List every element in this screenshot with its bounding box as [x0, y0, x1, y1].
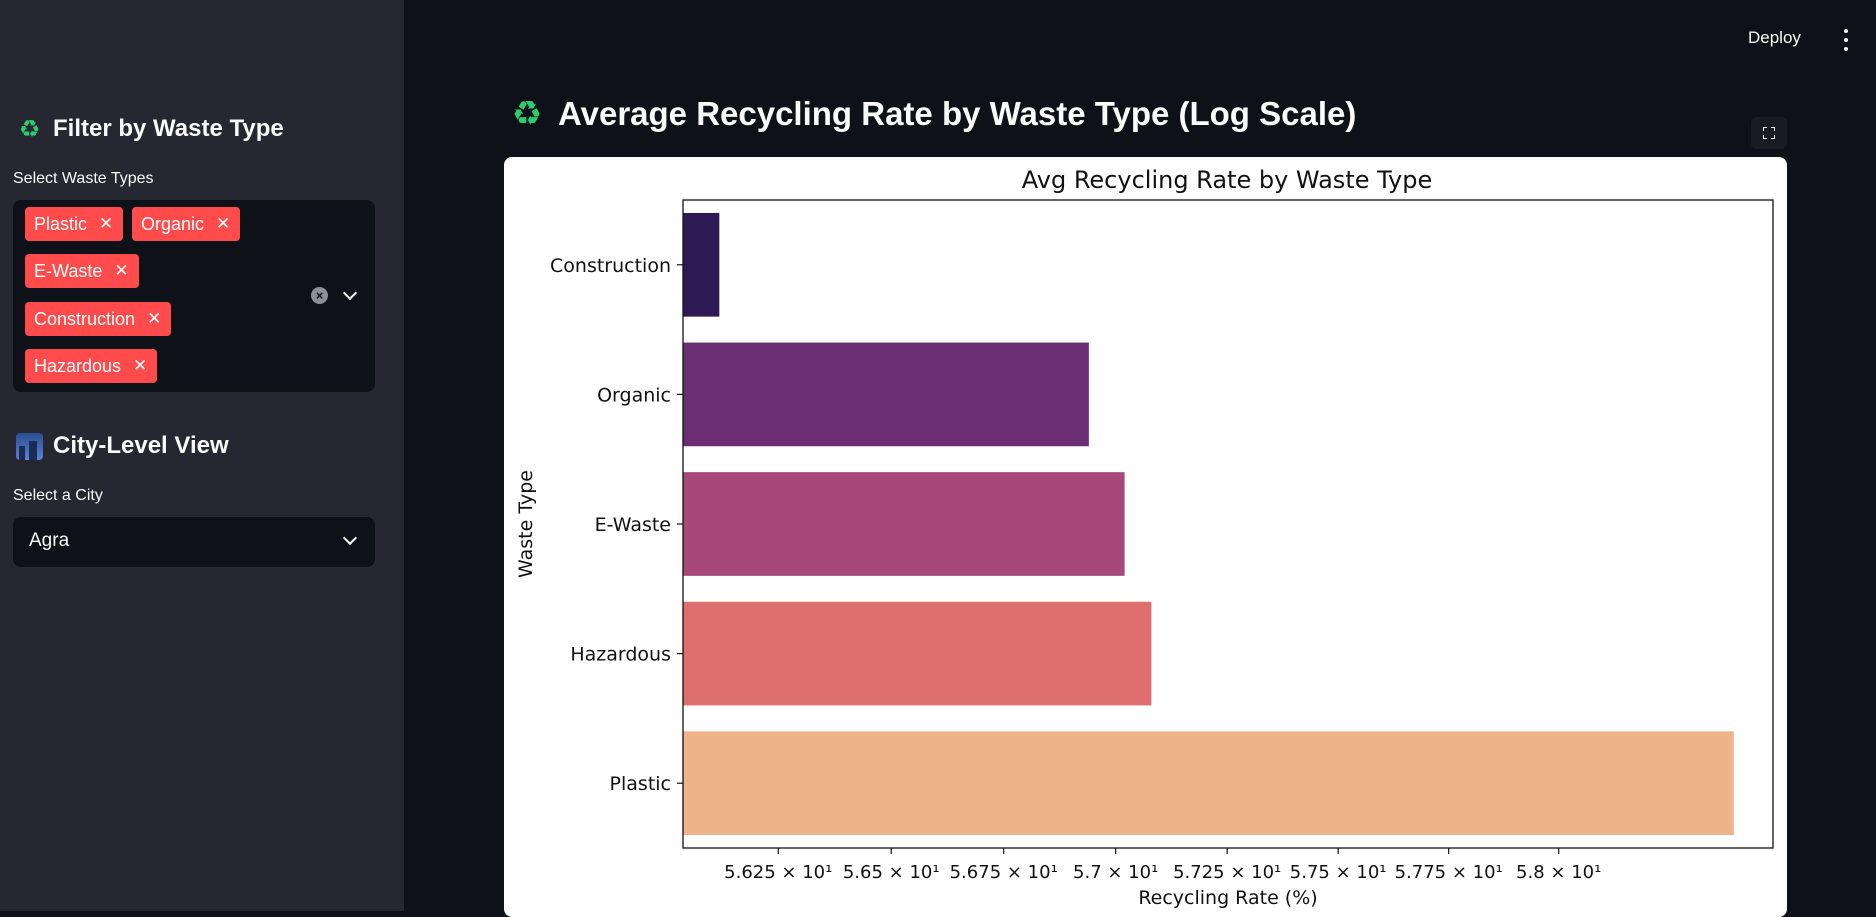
x-tick-label: 5.8 × 10¹	[1516, 862, 1601, 883]
kebab-menu-icon[interactable]	[1838, 29, 1854, 51]
chip-e-waste: E-Waste ✕	[25, 254, 139, 288]
recycle-icon: ♻	[511, 94, 543, 134]
chip-label: Organic	[141, 213, 205, 234]
chip-hazardous: Hazardous ✕	[25, 349, 158, 383]
sidebar: ♻ Filter by Waste Type Select Waste Type…	[0, 0, 404, 911]
city-heading-text: City-Level View	[53, 432, 229, 459]
chip-remove-icon[interactable]: ✕	[147, 309, 162, 328]
y-tick-label: Plastic	[610, 773, 671, 795]
chevron-down-icon[interactable]	[342, 285, 358, 301]
clear-all-icon[interactable]: ×	[311, 287, 328, 304]
x-tick-label: 5.775 × 10¹	[1395, 862, 1503, 883]
chart-title: Avg Recycling Rate by Waste Type	[1022, 166, 1433, 194]
chip-label: Construction	[34, 308, 136, 329]
chip-remove-icon[interactable]: ✕	[114, 261, 129, 280]
filter-heading-text: Filter by Waste Type	[53, 115, 284, 142]
fullscreen-icon	[1763, 127, 1775, 139]
y-tick-label: Construction	[550, 255, 671, 277]
x-tick-label: 5.725 × 10¹	[1173, 862, 1281, 883]
y-tick-label: Hazardous	[570, 644, 671, 666]
deploy-button[interactable]: Deploy	[1748, 28, 1801, 47]
chip-label: E-Waste	[34, 260, 103, 281]
page-title: ♻ Average Recycling Rate by Waste Type (…	[508, 94, 1357, 134]
x-tick-label: 5.625 × 10¹	[724, 862, 832, 883]
x-tick-label: 5.75 × 10¹	[1290, 862, 1387, 883]
city-select[interactable]: Agra	[13, 517, 375, 567]
chip-remove-icon[interactable]: ✕	[99, 214, 114, 233]
plot-frame	[682, 199, 1774, 849]
x-tick-label: 5.65 × 10¹	[843, 862, 940, 883]
y-axis-label: Waste Type	[515, 470, 537, 578]
cityscape-icon	[16, 432, 43, 460]
city-select-label: Select a City	[13, 487, 103, 504]
filter-heading: ♻ Filter by Waste Type	[16, 115, 284, 143]
chip-label: Plastic	[34, 213, 88, 234]
recycle-icon: ♻	[18, 115, 41, 143]
chip-plastic: Plastic ✕	[25, 207, 124, 241]
x-tick-label: 5.675 × 10¹	[950, 862, 1058, 883]
bar-construction	[683, 212, 720, 317]
y-tick-label: E-Waste	[595, 514, 671, 536]
bar-e-waste	[683, 472, 1125, 576]
city-heading: City-Level View	[16, 432, 229, 460]
chip-remove-icon[interactable]: ✕	[216, 214, 231, 233]
bar-organic	[683, 342, 1089, 447]
fullscreen-button[interactable]	[1751, 117, 1787, 149]
chip-remove-icon[interactable]: ✕	[133, 356, 148, 375]
chip-construction: Construction ✕	[25, 302, 172, 336]
waste-types-label: Select Waste Types	[13, 170, 154, 187]
page-title-text: Average Recycling Rate by Waste Type (Lo…	[558, 95, 1357, 132]
waste-type-multiselect[interactable]: Plastic ✕ Organic ✕ E-Waste ✕ Constructi…	[13, 200, 375, 392]
bar-chart: Avg Recycling Rate by Waste Type Constru…	[515, 166, 1774, 909]
city-select-value: Agra	[29, 530, 70, 551]
bar-hazardous	[683, 601, 1152, 706]
chevron-down-icon[interactable]	[342, 530, 358, 546]
x-axis-label: Recycling Rate (%)	[1138, 887, 1317, 909]
y-tick-label: Organic	[597, 384, 671, 406]
chip-organic: Organic ✕	[132, 207, 241, 241]
chip-label: Hazardous	[34, 355, 122, 376]
chart-card: Avg Recycling Rate by Waste Type Constru…	[504, 157, 1787, 917]
bar-plastic	[683, 731, 1734, 836]
x-tick-label: 5.7 × 10¹	[1073, 862, 1158, 883]
